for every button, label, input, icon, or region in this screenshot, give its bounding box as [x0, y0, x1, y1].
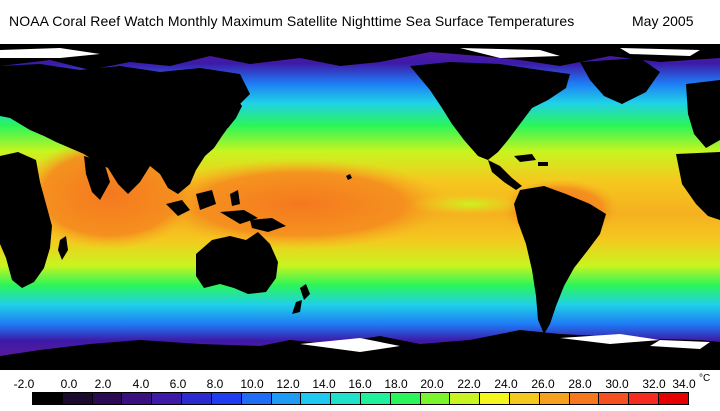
scale-label: 24.0 — [494, 377, 518, 391]
scale-label: 28.0 — [568, 377, 592, 391]
colorbar-swatch — [331, 393, 361, 404]
japan-landmass — [222, 98, 242, 128]
indonesia-islands — [166, 190, 258, 224]
india-landmass — [84, 156, 110, 200]
new-zealand-landmass — [292, 284, 310, 314]
scale-label: 16.0 — [348, 377, 372, 391]
colorbar — [32, 392, 689, 405]
caribbean-islands — [514, 154, 548, 166]
colorbar-swatch — [420, 393, 451, 404]
scale-label: 10.0 — [240, 377, 264, 391]
map-date: May 2005 — [632, 13, 694, 29]
europe-landmass — [686, 80, 720, 148]
central-america-landmass — [488, 160, 522, 190]
colorbar-swatch — [360, 393, 391, 404]
colorbar-swatch — [599, 393, 630, 404]
western-pacific-warm-pool — [150, 159, 450, 249]
antarctic-sea-ice — [300, 334, 710, 352]
colorbar-swatch — [92, 393, 123, 404]
madagascar-landmass — [58, 236, 68, 260]
scale-label: 2.0 — [94, 377, 112, 391]
west-africa-landmass — [676, 152, 720, 220]
south-america-landmass — [514, 186, 606, 334]
colorbar-swatch — [152, 393, 183, 404]
scale-label: 14.0 — [312, 377, 336, 391]
colorbar-swatch — [271, 393, 302, 404]
colorbar-swatch — [62, 393, 93, 404]
colorbar-swatch — [33, 393, 63, 404]
scale-label: 32.0 — [642, 377, 666, 391]
title-bar: NOAA Coral Reef Watch Monthly Maximum Sa… — [0, 0, 720, 44]
eastern-pacific-cold-tongue — [410, 192, 530, 216]
sst-map — [0, 44, 720, 370]
colorbar-swatch — [539, 393, 570, 404]
africa-landmass — [0, 152, 52, 288]
greenland-landmass — [580, 58, 660, 104]
scale-label: 12.0 — [276, 377, 300, 391]
scale-label: 20.0 — [420, 377, 444, 391]
scale-label: 30.0 — [605, 377, 629, 391]
colorbar-swatch — [569, 393, 600, 404]
scale-label: 6.0 — [169, 377, 187, 391]
arctic-sea-ice — [0, 48, 700, 58]
colorbar-swatch — [241, 393, 272, 404]
colorbar-swatch — [659, 393, 688, 404]
sst-map-canvas — [0, 44, 720, 370]
scale-label: 8.0 — [206, 377, 224, 391]
colorbar-swatch — [510, 393, 540, 404]
north-america-landmass — [410, 62, 570, 160]
colorbar-swatch — [122, 393, 153, 404]
asia-landmass — [0, 64, 250, 194]
map-title: NOAA Coral Reef Watch Monthly Maximum Sa… — [9, 13, 575, 29]
scale-label: 4.0 — [132, 377, 150, 391]
scale-label: 34.0 — [672, 377, 696, 391]
new-guinea-landmass — [250, 218, 286, 232]
colorbar-swatch — [390, 393, 421, 404]
colorbar-swatch — [211, 393, 242, 404]
colorbar-swatch — [182, 393, 212, 404]
colorbar-swatch — [480, 393, 510, 404]
scale-label: 22.0 — [457, 377, 481, 391]
scale-label: 18.0 — [384, 377, 408, 391]
scale-label: -2.0 — [13, 377, 35, 391]
colorbar-swatch — [301, 393, 332, 404]
colorbar-swatch — [450, 393, 481, 404]
hawaii-islands — [346, 174, 352, 180]
scale-label: 0.0 — [60, 377, 78, 391]
scale-unit: °C — [699, 373, 711, 384]
scale-label: 26.0 — [531, 377, 555, 391]
australia-landmass — [196, 232, 278, 294]
colorbar-swatch — [629, 393, 660, 404]
